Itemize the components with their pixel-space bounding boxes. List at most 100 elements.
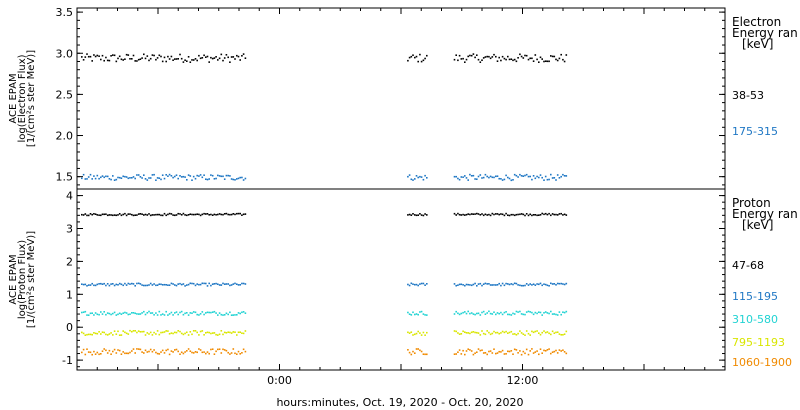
data-point — [507, 313, 509, 316]
data-point — [453, 330, 456, 332]
data-point — [182, 333, 185, 336]
data-point — [464, 331, 466, 333]
data-point — [417, 176, 419, 179]
data-point — [477, 58, 480, 61]
data-point — [177, 313, 179, 316]
data-point — [86, 53, 88, 55]
data-point — [182, 175, 185, 178]
data-point — [177, 330, 179, 332]
data-point — [196, 283, 198, 285]
data-point — [210, 332, 212, 335]
data-point — [172, 351, 174, 353]
data-point — [501, 313, 504, 316]
data-point — [168, 284, 171, 286]
data-point — [232, 331, 235, 333]
data-point — [165, 214, 167, 217]
data-point — [113, 284, 116, 287]
data-point — [106, 175, 109, 178]
data-point — [239, 176, 241, 179]
data-point — [151, 284, 154, 286]
data-point — [151, 312, 154, 314]
data-point — [215, 56, 217, 58]
data-point — [548, 212, 550, 215]
data-point — [234, 179, 236, 181]
data-point — [94, 312, 97, 314]
data-point — [536, 214, 538, 217]
data-point — [143, 53, 145, 56]
data-point — [87, 55, 90, 58]
data-point — [242, 332, 245, 335]
data-point — [476, 312, 478, 315]
data-point — [565, 352, 568, 355]
data-point — [168, 58, 171, 60]
data-point — [227, 174, 229, 177]
y-tick-label: 4 — [66, 190, 73, 203]
data-point — [163, 177, 166, 180]
data-point — [546, 331, 549, 333]
data-point — [198, 314, 200, 316]
data-point — [191, 179, 193, 181]
data-point — [167, 213, 169, 216]
data-point — [151, 334, 154, 336]
data-point — [141, 177, 143, 179]
data-point — [198, 283, 200, 286]
data-point — [507, 176, 509, 179]
data-point — [120, 313, 123, 315]
data-point — [527, 284, 530, 286]
data-point — [127, 213, 130, 215]
data-point — [242, 311, 245, 313]
data-point — [553, 213, 556, 216]
data-point — [239, 212, 241, 215]
y-tick-label: 3 — [66, 222, 73, 235]
data-point — [170, 282, 173, 285]
data-point — [508, 177, 511, 180]
data-point — [460, 333, 463, 335]
data-point — [122, 330, 124, 332]
data-point — [529, 283, 531, 285]
data-point — [236, 314, 238, 316]
data-point — [515, 213, 518, 216]
data-point — [106, 352, 109, 354]
data-point — [206, 213, 209, 215]
data-point — [91, 312, 93, 314]
data-point — [125, 214, 128, 217]
data-point — [486, 330, 488, 332]
data-point — [495, 175, 497, 178]
data-point — [415, 348, 418, 350]
data-point — [113, 311, 116, 314]
data-point — [410, 353, 413, 356]
data-point — [560, 53, 562, 56]
data-point — [208, 352, 210, 355]
data-point — [172, 214, 174, 216]
data-point — [501, 330, 504, 333]
data-point — [110, 353, 112, 355]
data-point — [81, 213, 83, 216]
data-point — [229, 331, 231, 334]
data-point — [458, 54, 461, 57]
data-point — [156, 352, 159, 355]
data-point — [426, 283, 428, 285]
data-point — [82, 214, 85, 216]
data-point — [419, 311, 421, 313]
data-point — [548, 60, 550, 63]
data-point — [563, 333, 566, 335]
y-tick-label: 2 — [66, 255, 73, 268]
data-point — [505, 58, 507, 61]
data-point — [525, 348, 528, 351]
data-point — [177, 212, 179, 215]
data-point — [560, 334, 562, 336]
data-point — [407, 331, 409, 334]
data-point — [565, 330, 568, 333]
data-point — [160, 214, 162, 217]
data-point — [407, 283, 409, 286]
data-point — [484, 313, 487, 315]
data-point — [160, 178, 162, 181]
data-point — [208, 282, 210, 285]
data-point — [522, 213, 525, 216]
data-point — [174, 284, 176, 286]
data-point — [196, 351, 198, 354]
data-point — [515, 174, 518, 177]
data-point — [168, 333, 171, 335]
data-point — [180, 332, 183, 335]
data-point — [141, 213, 143, 215]
